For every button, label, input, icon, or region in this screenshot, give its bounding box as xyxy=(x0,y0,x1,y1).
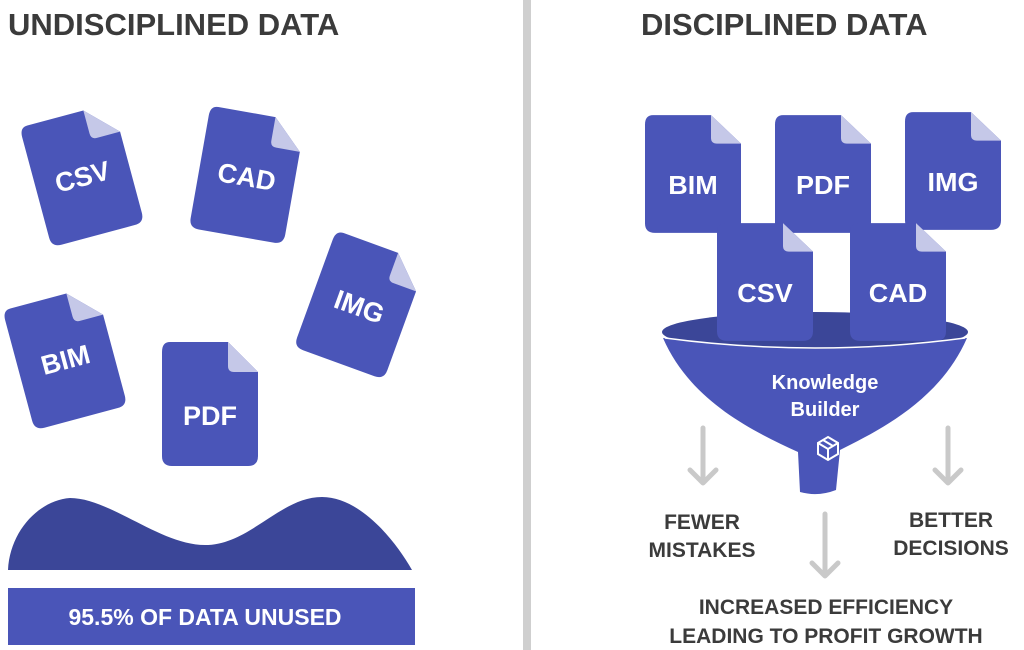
file-label: BIM xyxy=(668,171,717,200)
unused-banner xyxy=(8,588,415,645)
funnel-rim-line xyxy=(664,337,966,349)
outcome-efficiency-line2: LEADING TO PROFIT GROWTH xyxy=(669,625,982,648)
arrow-down-icon xyxy=(932,425,964,486)
unused-banner-text: 95.5% OF DATA UNUSED xyxy=(68,604,341,630)
file-label: PDF xyxy=(796,171,850,200)
file-bim-icon: BIM xyxy=(645,115,741,233)
file-csv-icon: CSV xyxy=(19,102,145,248)
file-label: IMG xyxy=(928,168,979,197)
funnel-label-line2: Builder xyxy=(791,399,860,421)
file-cad-icon: CAD xyxy=(850,223,946,341)
file-bim-icon: BIM xyxy=(2,285,128,431)
divider xyxy=(523,0,531,650)
arrow-down-icon xyxy=(687,425,719,486)
outcome-better-decisions-line2: DECISIONS xyxy=(893,537,1009,560)
file-pdf-icon: PDF xyxy=(162,342,258,466)
arrow-down-icon xyxy=(809,511,841,579)
right-title: DISCIPLINED DATA xyxy=(641,7,927,42)
outcome-efficiency-line1: INCREASED EFFICIENCY xyxy=(699,596,953,619)
file-img-icon: IMG xyxy=(905,112,1001,230)
outcome-fewer-mistakes-line2: MISTAKES xyxy=(649,539,756,562)
file-cad-icon: CAD xyxy=(188,105,306,245)
outcome-fewer-mistakes-line1: FEWER xyxy=(664,511,740,534)
file-label: CAD xyxy=(869,279,927,308)
file-pdf-icon: PDF xyxy=(775,115,871,233)
knowledge-builder-logo-icon xyxy=(817,435,839,462)
file-label: PDF xyxy=(183,401,237,431)
outcome-better-decisions-line1: BETTER xyxy=(909,509,993,532)
funnel-label-line1: Knowledge xyxy=(772,372,879,394)
left-title: UNDISCIPLINED DATA xyxy=(8,7,339,42)
file-label: CSV xyxy=(737,279,793,308)
file-csv-icon: CSV xyxy=(717,223,813,341)
funnel xyxy=(663,338,967,495)
file-img-icon: IMG xyxy=(293,230,427,380)
data-wave xyxy=(8,497,412,570)
